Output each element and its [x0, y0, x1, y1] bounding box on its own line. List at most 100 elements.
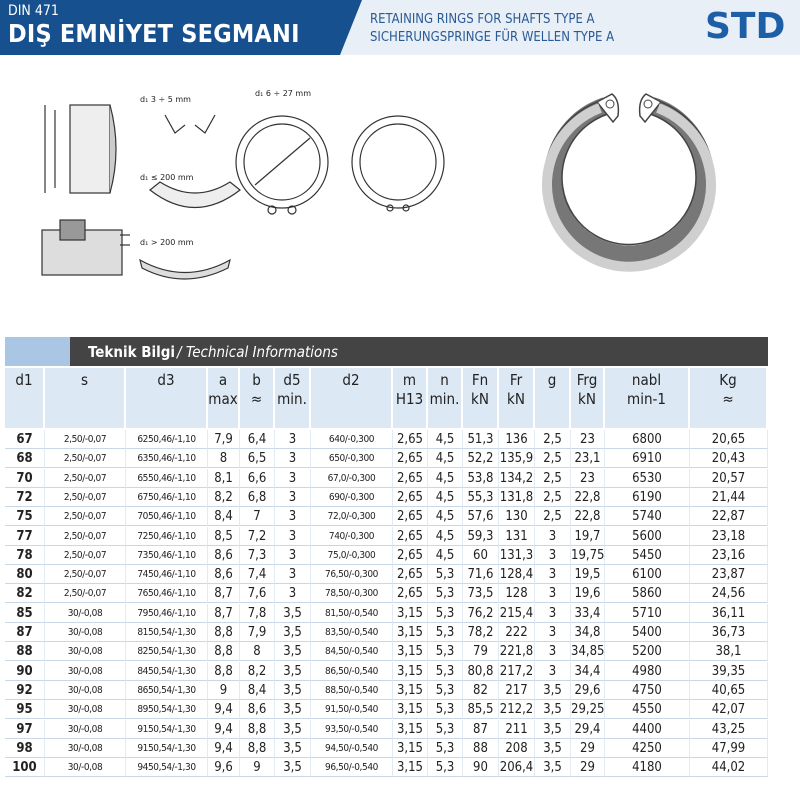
cell: 72,0/-0,300 [311, 507, 393, 527]
cell: 6,4 [240, 430, 275, 449]
cell: 2,50/-0,07 [45, 507, 126, 527]
cell: 5,3 [428, 603, 463, 623]
logo: STD [705, 6, 786, 47]
cell: 8250,54/-1,30 [126, 642, 208, 662]
header-line: m [402, 371, 417, 389]
cell: 23 [571, 468, 605, 488]
cell: 98 [5, 738, 45, 758]
cell: 20,57 [690, 468, 768, 488]
cell: 8,8 [240, 719, 275, 739]
cell: 3,5 [275, 623, 311, 642]
header-line: g [547, 371, 557, 389]
cell: 2,65 [393, 507, 428, 527]
cell: 9150,54/-1,30 [126, 719, 208, 739]
cell: 9150,54/-1,30 [126, 738, 208, 758]
cell: 51,3 [463, 430, 499, 449]
cell: 6,6 [240, 468, 275, 488]
cell: 8,2 [240, 661, 275, 681]
cell: 131,3 [499, 545, 535, 565]
cell: 2,65 [393, 565, 428, 585]
cell: 30/-0,08 [45, 738, 126, 758]
cell: 2,65 [393, 487, 428, 507]
cell: 3,5 [275, 738, 311, 758]
column-header: d5 min. [275, 368, 311, 428]
cell: 67,0/-0,300 [311, 468, 393, 488]
cell: 5,3 [428, 680, 463, 700]
cell: 2,65 [393, 584, 428, 604]
cell: 3 [535, 565, 571, 585]
cell: 2,65 [393, 449, 428, 469]
cell: 2,5 [535, 430, 571, 449]
cell: 3,15 [393, 700, 428, 720]
cell: 7,9 [240, 623, 275, 642]
cell: 3,5 [275, 642, 311, 662]
cell: 206,4 [499, 758, 535, 778]
cell: 8,4 [208, 507, 240, 527]
cell: 29 [571, 738, 605, 758]
cell: 19,7 [571, 526, 605, 546]
cell: 7250,46/-1,10 [126, 526, 208, 546]
cell: 5,3 [428, 719, 463, 739]
cell: 8,6 [208, 545, 240, 565]
cell: 5200 [605, 642, 690, 662]
column-header: Frg kN [571, 368, 605, 428]
cell: 2,50/-0,07 [45, 545, 126, 565]
cell: 8950,54/-1,30 [126, 700, 208, 720]
cell: 8,8 [240, 738, 275, 758]
cell: 2,65 [393, 468, 428, 488]
cell: 7,2 [240, 526, 275, 546]
cell: 76,2 [463, 603, 499, 623]
cell: 85,5 [463, 700, 499, 720]
cell: 3,5 [275, 758, 311, 778]
cell: 7,6 [240, 584, 275, 604]
cell: 82 [463, 680, 499, 700]
cell: 19,5 [571, 565, 605, 585]
cell: 690/-0,300 [311, 487, 393, 507]
header-line: min. [277, 390, 307, 408]
cell: 8 [208, 449, 240, 469]
header-line: d2 [342, 371, 360, 389]
cell: 2,50/-0,07 [45, 449, 126, 469]
section-marker [5, 337, 70, 366]
cell: 8 [240, 642, 275, 662]
cell: 75,0/-0,300 [311, 545, 393, 565]
cell: 60 [463, 545, 499, 565]
cell: 208 [499, 738, 535, 758]
cell: 3 [535, 642, 571, 662]
cell: 128,4 [499, 565, 535, 585]
cell: 52,2 [463, 449, 499, 469]
cell: 30/-0,08 [45, 642, 126, 662]
cell: 97 [5, 719, 45, 739]
header-line: d1 [15, 371, 33, 389]
cell: 6550,46/-1,10 [126, 468, 208, 488]
cell: 8,1 [208, 468, 240, 488]
cell: 39,35 [690, 661, 768, 681]
cell: 57,6 [463, 507, 499, 527]
cell: 3,5 [535, 680, 571, 700]
cell: 9,4 [208, 700, 240, 720]
cell: 2,50/-0,07 [45, 565, 126, 585]
cell: 2,5 [535, 487, 571, 507]
cell: 4,5 [428, 430, 463, 449]
cell: 77 [5, 526, 45, 546]
cell: 8,5 [208, 526, 240, 546]
cell: 7,4 [240, 565, 275, 585]
cell: 42,07 [690, 700, 768, 720]
cell: 47,99 [690, 738, 768, 758]
cell: 20,65 [690, 430, 768, 449]
cell: 9 [240, 758, 275, 778]
header-line: H13 [395, 390, 424, 408]
cell: 8,7 [208, 603, 240, 623]
cell: 6750,46/-1,10 [126, 487, 208, 507]
cell: 211 [499, 719, 535, 739]
cell: 70 [5, 468, 45, 488]
cell: 2,5 [535, 449, 571, 469]
header-line: Frg [576, 371, 598, 389]
cell: 23,18 [690, 526, 768, 546]
cell: 100 [5, 758, 45, 778]
column-header: n min. [428, 368, 463, 428]
cell: 3 [275, 487, 311, 507]
cell: 95 [5, 700, 45, 720]
cell: 217 [499, 680, 535, 700]
cell: 34,85 [571, 642, 605, 662]
